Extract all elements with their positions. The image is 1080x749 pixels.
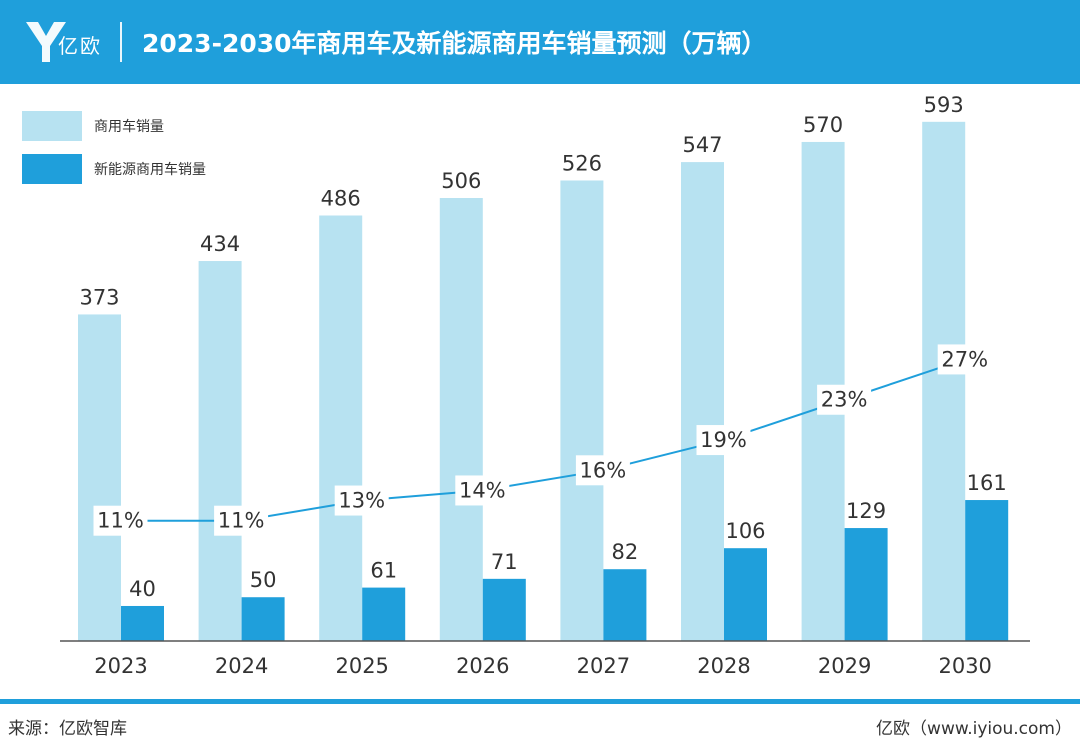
penetration-label: 13% — [338, 489, 385, 513]
penetration-label-bg — [93, 505, 148, 536]
legend-label-nev: 新能源商用车销量 — [94, 162, 206, 178]
legend-label-commercial: 商用车销量 — [94, 119, 164, 135]
legend-swatch-nev — [22, 154, 82, 184]
nev-bar — [724, 548, 767, 641]
penetration-label-bg — [214, 505, 269, 536]
chart-title: 2023-2030年商用车及新能源商用车销量预测（万辆） — [142, 29, 767, 58]
nev-bar — [121, 605, 164, 641]
commercial-value-label: 526 — [562, 151, 602, 175]
x-tick-label: 2027 — [577, 654, 630, 678]
nev-value-label: 82 — [612, 540, 639, 564]
footer-divider — [0, 699, 1080, 704]
penetration-label-bg — [817, 384, 872, 415]
legend-swatch-commercial — [22, 111, 82, 141]
brand-name: 亿欧 — [58, 34, 102, 58]
penetration-label: 11% — [97, 509, 144, 533]
header-divider — [120, 22, 122, 62]
x-tick-label: 2028 — [697, 654, 750, 678]
nev-value-label: 129 — [846, 499, 886, 523]
nev-value-label: 161 — [967, 471, 1007, 495]
nev-value-label: 71 — [491, 550, 518, 574]
penetration-label: 19% — [700, 428, 747, 452]
commercial-bar — [198, 261, 242, 641]
commercial-value-label: 593 — [924, 93, 964, 117]
site-text: 亿欧（www.iyiou.com） — [876, 719, 1072, 739]
commercial-bar — [922, 121, 966, 642]
nev-bar — [482, 578, 526, 641]
x-tick-label: 2026 — [456, 654, 509, 678]
penetration-label: 27% — [941, 347, 988, 371]
penetration-label-bg — [334, 485, 389, 516]
penetration-label-bg — [455, 475, 510, 506]
nev-bar — [241, 597, 285, 641]
commercial-value-label: 434 — [200, 232, 240, 256]
nev-value-label: 50 — [250, 568, 277, 592]
bar-line-chart: 373 40 2023 434 50 2024 486 61 2025 506 71 2026 526 8… — [60, 93, 1030, 678]
commercial-value-label: 486 — [321, 187, 361, 211]
penetration-label-bg — [937, 344, 992, 375]
penetration-label: 14% — [459, 478, 506, 502]
commercial-bar — [560, 180, 604, 641]
penetration-label: 11% — [218, 509, 265, 533]
nev-value-label: 106 — [725, 519, 765, 543]
x-tick-label: 2023 — [94, 654, 147, 678]
commercial-value-label: 547 — [682, 133, 722, 157]
penetration-label: 16% — [580, 458, 627, 482]
commercial-bar — [439, 197, 483, 641]
commercial-value-label: 506 — [441, 169, 481, 193]
source-text: 来源：亿欧智库 — [8, 719, 127, 739]
yiou-logo-icon — [26, 22, 66, 62]
commercial-value-label: 373 — [79, 285, 119, 309]
x-tick-label: 2024 — [215, 654, 268, 678]
header-bar: 亿欧 2023-2030年商用车及新能源商用车销量预测（万辆） — [0, 0, 1080, 84]
nev-value-label: 61 — [370, 559, 397, 583]
penetration-label-bg — [575, 455, 630, 486]
commercial-bar — [78, 314, 121, 641]
commercial-value-label: 570 — [803, 113, 843, 137]
nev-value-label: 40 — [129, 577, 156, 601]
x-tick-label: 2030 — [938, 654, 991, 678]
commercial-bar — [319, 215, 363, 641]
nev-bar — [844, 528, 888, 641]
commercial-bar — [681, 162, 724, 641]
x-tick-label: 2029 — [818, 654, 871, 678]
penetration-label-bg — [696, 425, 751, 456]
nev-bar — [362, 587, 406, 641]
x-tick-label: 2025 — [335, 654, 388, 678]
nev-bar — [603, 569, 647, 641]
nev-bar — [965, 500, 1009, 641]
penetration-label: 23% — [821, 388, 868, 412]
